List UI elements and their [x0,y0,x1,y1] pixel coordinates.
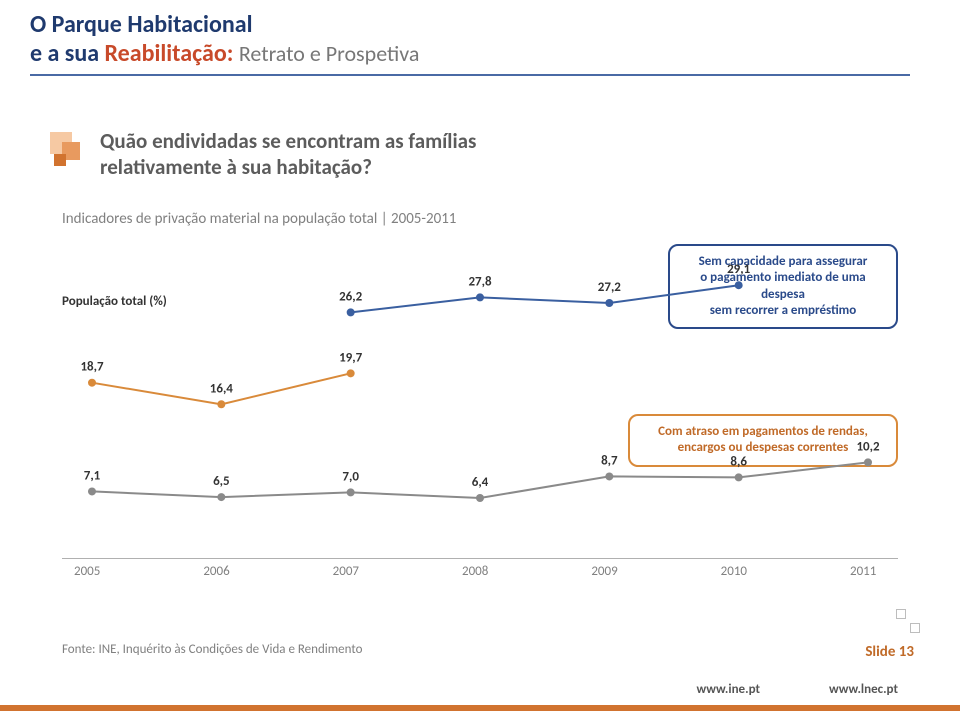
x-axis-line [62,558,898,559]
title-line1a: O [30,10,52,39]
series-marker-bottom [605,472,613,480]
series-marker-bottom [347,488,355,496]
x-axis-category: 2008 [462,564,488,579]
series-marker-bottom [476,494,484,502]
title-line2a: e a sua [30,39,105,68]
series-line-top [351,285,739,312]
footer-stripe [0,705,960,711]
x-axis-category: 2009 [591,564,617,579]
heading-line1: Quão endividadas se encontram as família… [100,128,476,154]
value-label: 19,7 [339,350,363,365]
page-title-block: O Parque Habitacional e a sua Reabilitaç… [30,10,930,76]
series-marker-top [605,299,613,307]
heading-line2: relativamente à sua habitação? [100,154,476,180]
chart-area: População total (%) Sem capacidade para … [62,250,898,590]
title-rule [30,74,910,76]
value-label: 16,4 [210,381,234,396]
slide-number: Slide 13 [865,643,914,661]
value-label: 6,4 [472,475,489,490]
x-axis-category: 2006 [203,564,229,579]
footer-link-left: www.ine.pt [696,682,760,697]
source-text: Fonte: INE, Inquérito às Condições de Vi… [62,642,362,657]
value-label: 29,1 [727,262,751,277]
value-label: 8,7 [601,453,618,468]
value-label: 6,5 [213,474,230,489]
x-axis-category: 2005 [74,564,100,579]
series-marker-top [735,281,743,289]
x-axis-category: 2011 [850,564,876,579]
footer: www.ine.pt www.lnec.pt [0,671,960,711]
value-label: 27,8 [468,274,492,289]
value-label: 26,2 [339,289,363,304]
value-label: 7,1 [84,468,101,483]
series-marker-mid [347,369,355,377]
x-axis-category: 2010 [721,564,747,579]
deco-square-icon [910,623,920,633]
series-marker-mid [88,379,96,387]
series-marker-bottom [735,473,743,481]
title-line1b: Parque Habitacional [52,10,253,39]
value-label: 27,2 [598,280,622,295]
footer-link-right: www.lnec.pt [829,682,898,697]
value-label: 7,0 [342,469,359,484]
series-marker-mid [217,400,225,408]
value-label: 18,7 [80,360,104,375]
series-marker-bottom [88,487,96,495]
value-label: 10,2 [856,439,880,454]
slide-heading: Quão endividadas se encontram as família… [100,128,476,180]
bullet-icon [48,130,88,170]
series-marker-top [347,308,355,316]
deco-square-icon [896,609,906,619]
chart-subtitle: Indicadores de privação material na popu… [62,210,456,228]
chart-svg: 26,2 27,8 27,2 29,1 18,7 16,4 19,7 7,1 6,5 7,0 6,4… [62,250,898,590]
title-line2c: Retrato e Prospetiva [239,40,420,67]
series-marker-bottom [864,458,872,466]
series-marker-top [476,293,484,301]
value-label: 8,6 [730,454,747,469]
x-axis-category: 2007 [333,564,359,579]
title-line2b: Reabilitação: [105,39,239,68]
series-marker-bottom [217,493,225,501]
